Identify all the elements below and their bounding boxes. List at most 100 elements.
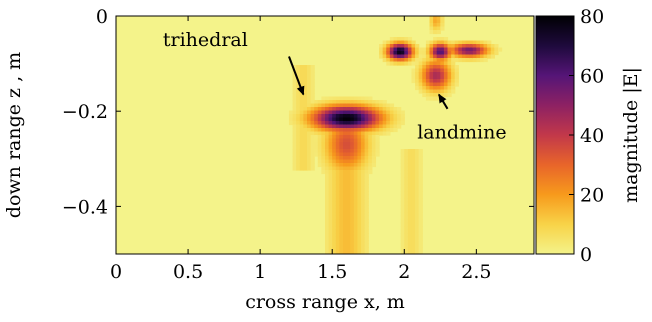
heatmap-cell (335, 163, 341, 168)
heatmap-cell (418, 177, 423, 182)
heatmap-cell (306, 96, 312, 101)
heatmap-cell (317, 163, 322, 168)
heatmap-cell (404, 159, 409, 164)
heatmap-cell (364, 247, 369, 252)
heatmap-cell (303, 68, 308, 73)
heatmap-cell (425, 89, 431, 94)
heatmap-cell (350, 103, 355, 108)
heatmap-cell (332, 96, 337, 101)
heatmap-cell (310, 110, 315, 115)
heatmap-cell (357, 128, 362, 133)
heatmap-cell (357, 110, 362, 115)
heatmap-cell (400, 156, 405, 161)
heatmap-cell (382, 117, 387, 122)
heatmap-cell (296, 145, 301, 150)
heatmap-cell (317, 124, 322, 129)
heatmap-cell (400, 149, 405, 154)
heatmap-cell (454, 44, 459, 49)
heatmap-cell (451, 61, 456, 66)
heatmap-cell (296, 110, 301, 115)
heatmap-cell (325, 170, 330, 175)
heatmap-cell (335, 152, 341, 157)
heatmap-cell (425, 51, 431, 56)
heatmap-cell (339, 250, 344, 254)
heatmap-cell (328, 187, 333, 192)
heatmap-cell (447, 86, 452, 91)
y-tick-label: 0 (96, 6, 108, 28)
heatmap-cell (386, 114, 391, 119)
heatmap-cell (368, 145, 373, 150)
heatmap-cell (310, 75, 315, 80)
heatmap-cell (335, 145, 341, 150)
heatmap-cell (433, 47, 438, 52)
heatmap-cell (415, 180, 420, 185)
heatmap-cell (328, 236, 333, 241)
heatmap-cell (339, 117, 344, 122)
heatmap-cell (317, 142, 322, 147)
heatmap-cell (328, 96, 333, 101)
heatmap-cell (411, 226, 416, 231)
heatmap-cell (371, 138, 377, 143)
heatmap-cell (415, 187, 420, 192)
heatmap-cell (361, 163, 366, 168)
heatmap-cell (433, 58, 438, 63)
heatmap-cell (343, 121, 348, 126)
heatmap-cell (314, 100, 319, 105)
heatmap-cell (382, 58, 387, 63)
heatmap-cell (350, 166, 355, 171)
heatmap-cell (418, 198, 423, 203)
heatmap-cell (371, 149, 377, 154)
heatmap-cell (357, 180, 362, 185)
heatmap-cell (361, 121, 366, 126)
heatmap-cell (461, 51, 467, 56)
heatmap-cell (411, 187, 416, 192)
heatmap-cell (346, 152, 351, 157)
heatmap-cell (335, 114, 341, 119)
heatmap-cell (353, 166, 359, 171)
heatmap-cell (447, 89, 452, 94)
heatmap-cell (400, 250, 405, 254)
heatmap-cell (332, 121, 337, 126)
heatmap-cell (346, 191, 351, 196)
heatmap-cell (400, 247, 405, 252)
heatmap-cell (361, 107, 366, 112)
heatmap-cell (325, 131, 330, 136)
heatmap-cell (433, 16, 438, 21)
heatmap-cell (361, 110, 366, 115)
heatmap-cell (407, 159, 413, 164)
heatmap-cell (328, 215, 333, 220)
heatmap-cell (418, 243, 423, 248)
heatmap-cell (350, 173, 355, 178)
heatmap-cell (321, 100, 326, 105)
heatmap-cell (379, 44, 384, 49)
heatmap-cell (379, 121, 384, 126)
heatmap-cell (343, 131, 348, 136)
heatmap-cell (346, 96, 351, 101)
heatmap-cell (332, 117, 337, 122)
heatmap-cell (433, 82, 438, 87)
heatmap-cell (328, 121, 333, 126)
heatmap-cell (469, 44, 474, 49)
heatmap-cell (332, 124, 337, 129)
heatmap-cell (400, 198, 405, 203)
heatmap-cell (343, 233, 348, 238)
heatmap-cell (306, 107, 312, 112)
heatmap-cell (404, 205, 409, 210)
heatmap-cell (325, 198, 330, 203)
heatmap-cell (379, 103, 384, 108)
heatmap-cell (346, 124, 351, 129)
heatmap-cell (494, 44, 499, 49)
heatmap-cell (389, 54, 395, 59)
heatmap-cell (458, 58, 463, 63)
heatmap-cell (353, 128, 359, 133)
heatmap-cell (429, 30, 434, 35)
heatmap-cell (418, 247, 423, 252)
heatmap-cell (303, 72, 308, 77)
heatmap-cell (418, 79, 423, 84)
heatmap-cell (429, 93, 434, 98)
heatmap-cell (357, 187, 362, 192)
heatmap-cell (335, 243, 341, 248)
heatmap-cell (375, 114, 380, 119)
heatmap-cell (472, 58, 477, 63)
heatmap-cell (415, 82, 420, 87)
